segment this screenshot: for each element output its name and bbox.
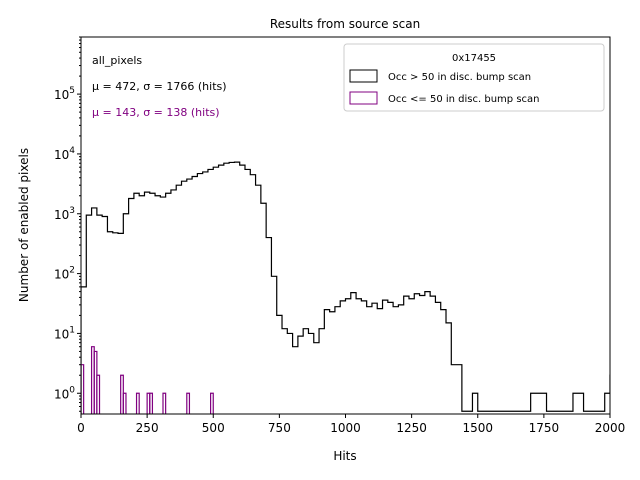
y-tick-label: 101 — [54, 325, 75, 341]
x-axis-label: Hits — [333, 449, 356, 463]
histogram-bar — [149, 392, 154, 414]
legend-title: 0x17455 — [452, 53, 496, 64]
legend-swatch-black — [349, 69, 378, 83]
chart-title: Results from source scan — [270, 17, 420, 31]
histogram-bar — [122, 392, 127, 414]
x-tick-label: 0 — [77, 421, 85, 435]
axes: 0 250 500 750 1000 1250 1500 1750 2000 100 101 102 1… — [54, 36, 626, 435]
histogram-bar — [162, 392, 167, 414]
x-tick-label: 1750 — [529, 421, 560, 435]
legend-frame — [343, 43, 605, 112]
histogram-bar — [81, 364, 85, 414]
y-tick-label: 105 — [54, 86, 75, 102]
x-tick-label: 500 — [202, 421, 225, 435]
annotation-all-pixels: all_pixels — [92, 54, 142, 67]
legend-entry-purple: Occ <= 50 in disc. bump scan — [388, 94, 540, 105]
plot-area — [81, 161, 610, 414]
x-tick-label: 250 — [136, 421, 159, 435]
x-tick-label: 2000 — [595, 421, 626, 435]
x-tick-label: 1500 — [462, 421, 493, 435]
x-tick-label: 750 — [268, 421, 291, 435]
histogram-series-occ-over-50 — [81, 161, 610, 414]
histogram-series-occ-under-50 — [81, 346, 214, 414]
y-tick-label: 100 — [54, 385, 75, 401]
y-tick-label: 102 — [54, 266, 75, 282]
histogram-bar — [135, 392, 140, 414]
y-tick-label: 103 — [54, 206, 75, 222]
plot-clipped — [81, 161, 610, 414]
histogram-bar — [210, 392, 214, 414]
x-tick-label: 1250 — [396, 421, 427, 435]
y-tick-label: 104 — [54, 146, 75, 162]
histogram-bar — [96, 374, 101, 414]
annotation-stats-black: μ = 472, σ = 1766 (hits) — [92, 80, 227, 93]
legend-entry-black: Occ > 50 in disc. bump scan — [388, 72, 531, 83]
legend: 0x17455 Occ > 50 in disc. bump scan Occ … — [343, 43, 605, 112]
x-tick-label: 1000 — [330, 421, 361, 435]
legend-swatch-purple — [349, 91, 378, 105]
annotation-stats-purple: μ = 143, σ = 138 (hits) — [92, 106, 220, 119]
y-axis-label: Number of enabled pixels — [17, 148, 31, 302]
histogram-bar — [186, 392, 191, 414]
